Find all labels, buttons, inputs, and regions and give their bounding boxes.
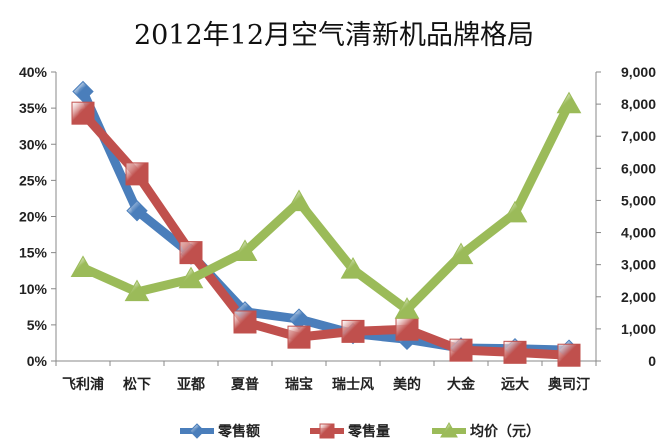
series-1-point	[395, 317, 419, 341]
x-category-label: 远大	[501, 376, 529, 393]
x-category-label: 飞利浦	[62, 376, 104, 393]
x-category-label: 夏普	[231, 376, 259, 393]
series-2-point	[124, 279, 150, 302]
y-right-tick-label: 9,000	[621, 64, 656, 80]
y-right-tick-label: 0	[648, 353, 656, 369]
y-right-tick-label: 8,000	[621, 96, 656, 112]
y-left-tick-label: 5%	[27, 317, 48, 333]
legend-label-0: 零售额	[217, 423, 260, 440]
series-1-point	[557, 343, 581, 367]
y-left-tick-label: 20%	[19, 209, 48, 225]
x-category-label: 奥司汀	[548, 376, 590, 393]
series-1-point	[71, 101, 95, 125]
series-2-point	[394, 297, 420, 319]
legend-marker-1	[319, 423, 335, 439]
y-left-tick-label: 15%	[19, 245, 48, 261]
series-line-2	[78, 99, 574, 315]
series-1-point	[503, 340, 527, 364]
y-left-tick-label: 30%	[19, 136, 48, 152]
series-1-point	[449, 338, 473, 362]
y-right-tick-label: 1,000	[621, 321, 656, 337]
y-left-tick-label: 25%	[19, 172, 48, 188]
series-line-1	[78, 108, 574, 360]
series-1-point	[287, 325, 311, 349]
legend-label-2: 均价（元）	[470, 423, 540, 440]
y-left-tick-label: 10%	[19, 281, 48, 297]
series-2-point	[502, 200, 528, 223]
series-1-point	[233, 310, 257, 334]
x-category-label: 亚都	[177, 377, 205, 393]
y-right-tick-label: 4,000	[621, 225, 656, 241]
series-2-point	[556, 91, 582, 114]
series-2-point	[178, 266, 204, 289]
y-right-tick-label: 7,000	[621, 128, 656, 144]
series-0-point	[126, 200, 148, 222]
y-left-tick-label: 0%	[27, 353, 48, 369]
series-1-point	[125, 162, 149, 186]
y-left-tick-label: 35%	[19, 100, 48, 116]
x-category-label: 瑞士风	[332, 376, 374, 393]
legend-label-1: 零售量	[347, 423, 390, 440]
series-2-point	[448, 242, 474, 265]
legend-marker-2	[440, 421, 458, 438]
x-category-label: 美的	[393, 376, 421, 393]
series-1-point	[179, 241, 203, 265]
series-2-point	[70, 255, 96, 278]
x-category-label: 大金	[447, 376, 476, 393]
series-2-point	[286, 189, 312, 212]
series-0-point	[72, 80, 94, 103]
series-1-point	[341, 319, 365, 343]
x-category-label: 瑞宝	[285, 376, 313, 393]
y-left-tick-label: 40%	[19, 64, 48, 80]
series-line-0	[78, 87, 574, 355]
y-right-tick-label: 3,000	[621, 257, 656, 273]
series-2-point	[340, 256, 366, 279]
series-2-point	[232, 239, 258, 261]
legend-marker-0	[189, 423, 205, 439]
x-category-label: 松下	[123, 376, 151, 393]
chart-title: 2012年12月空气清新机品牌格局	[134, 20, 534, 51]
y-right-tick-label: 2,000	[621, 289, 656, 305]
y-right-tick-label: 6,000	[621, 160, 656, 176]
axes-group: 0% 5% 10% 15% 20% 25% 30% 35% 40% 0 1,000 2,000 3,00…	[19, 64, 656, 393]
series-group	[70, 80, 582, 367]
y-right-tick-label: 5,000	[621, 192, 656, 208]
legend: 零售额 零售量 均价（元）	[180, 421, 540, 440]
